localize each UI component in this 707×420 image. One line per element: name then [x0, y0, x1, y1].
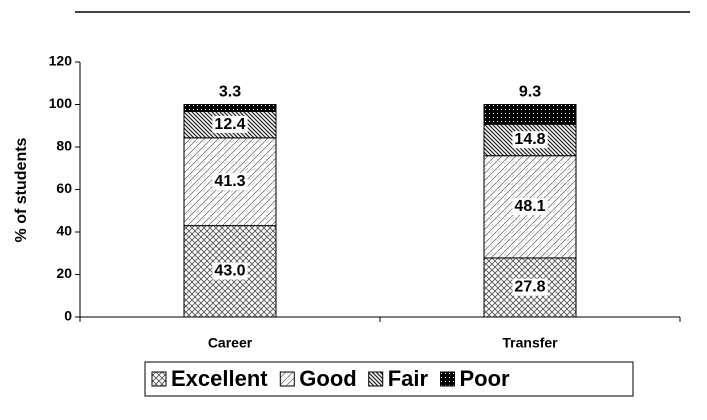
value-label: 3.3: [219, 84, 241, 101]
bar-segment: [483, 257, 577, 318]
value-label: 14.8: [514, 131, 545, 148]
value-label: 43.0: [214, 263, 245, 280]
value-label-bg: [512, 278, 548, 296]
value-label-bg: [212, 115, 248, 133]
value-label: 48.1: [514, 198, 545, 215]
x-tick-label: Transfer: [502, 335, 558, 351]
value-label-bg: [512, 131, 548, 149]
legend-swatch: [368, 371, 384, 387]
y-axis-label: % of students: [13, 137, 30, 242]
y-tick-label: 0: [64, 308, 72, 324]
value-label: 9.3: [519, 84, 541, 101]
y-tick-label: 120: [49, 53, 73, 69]
value-label: 41.3: [214, 173, 245, 190]
y-tick-label: 60: [56, 180, 72, 196]
legend-box: [144, 361, 634, 397]
y-tick-label: 20: [56, 265, 72, 281]
legend-swatch: [151, 371, 167, 387]
legend-swatch: [279, 371, 295, 387]
value-label-bg: [516, 83, 544, 101]
value-label-bg: [212, 172, 248, 190]
legend-label: Good: [299, 366, 356, 391]
value-label: 12.4: [214, 116, 245, 133]
bar-segment: [183, 104, 277, 113]
value-label-bg: [212, 262, 248, 280]
y-tick-label: 80: [56, 138, 72, 154]
legend-swatch: [440, 371, 456, 387]
value-label: 27.8: [514, 279, 545, 296]
value-label-bg: [216, 83, 244, 101]
legend-label: Poor: [460, 366, 511, 391]
legend-label: Excellent: [171, 366, 268, 391]
y-tick-label: 40: [56, 223, 72, 239]
x-tick-label: Career: [208, 335, 253, 351]
y-tick-label: 100: [49, 95, 73, 111]
bar-segment: [483, 104, 577, 125]
value-label-bg: [512, 198, 548, 216]
legend-label: Fair: [388, 366, 429, 391]
